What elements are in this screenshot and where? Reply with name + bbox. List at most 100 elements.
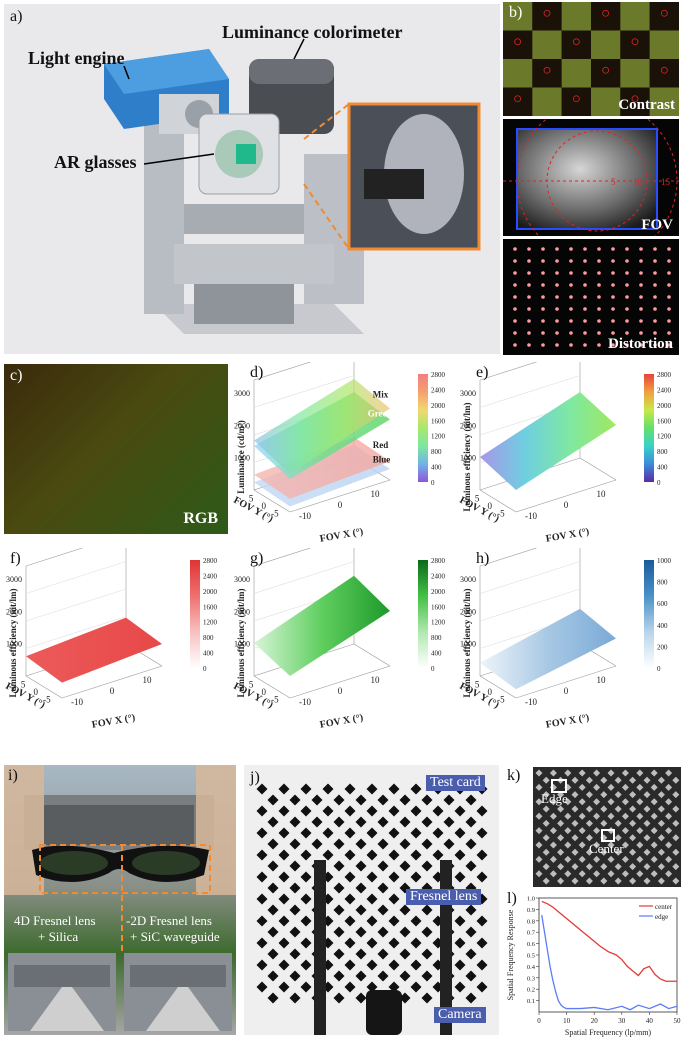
- distortion-dot: [555, 259, 559, 263]
- x-tick-label: 50: [674, 1017, 682, 1025]
- test-card-diamond: [388, 915, 400, 927]
- distortion-dot: [555, 247, 559, 251]
- test-card-diamond: [355, 992, 367, 1004]
- test-card-diamond: [399, 948, 411, 960]
- fov-label: FOV: [641, 217, 673, 233]
- test-card-diamond: [443, 838, 455, 850]
- left-lens-caption-2: + Silica: [38, 929, 79, 944]
- test-card-diamond: [344, 937, 356, 949]
- ar-glasses-label: AR glasses: [54, 152, 137, 172]
- test-card-diamond: [366, 827, 378, 839]
- checker-diamond: [564, 870, 572, 878]
- distortion-dot: [527, 247, 531, 251]
- distortion-dot: [653, 259, 657, 263]
- y-tick-label: -5: [497, 509, 505, 519]
- checker-diamond: [657, 863, 665, 871]
- test-card-diamond: [300, 893, 312, 905]
- checker-diamond: [593, 798, 601, 806]
- test-card-diamond: [399, 794, 411, 806]
- test-card-diamond: [476, 937, 488, 949]
- checker-diamond: [578, 783, 586, 791]
- checker-diamond: [607, 769, 615, 777]
- test-card-label: Test card: [426, 775, 485, 791]
- contrast-cell: [649, 30, 679, 59]
- colorbar-tick-label: 2000: [431, 402, 446, 410]
- test-card-diamond: [300, 849, 312, 861]
- test-card-diamond: [377, 860, 389, 872]
- distortion-dot: [527, 319, 531, 323]
- test-card-diamond: [311, 816, 323, 828]
- efficiency-surface: [480, 608, 616, 690]
- distortion-dot: [667, 331, 671, 335]
- checker-diamond: [542, 848, 550, 856]
- colorbar: [418, 560, 428, 668]
- x-axis-label: FOV X (°): [545, 526, 590, 544]
- distortion-dot: [513, 331, 517, 335]
- distortion-dot: [653, 247, 657, 251]
- contrast-marker: [514, 95, 522, 103]
- distortion-dot: [527, 283, 531, 287]
- test-card-diamond: [465, 970, 477, 982]
- test-card-diamond: [476, 915, 488, 927]
- test-card-diamond: [355, 970, 367, 982]
- distortion-dot: [513, 247, 517, 251]
- checker-diamond: [650, 769, 658, 777]
- test-card-diamond: [421, 794, 433, 806]
- test-card-diamond: [333, 992, 345, 1004]
- distortion-dot: [513, 343, 517, 347]
- checker-diamond: [636, 783, 644, 791]
- distortion-dot: [541, 295, 545, 299]
- checker-diamond: [564, 812, 572, 820]
- test-card-diamond: [465, 838, 477, 850]
- series-line-center: [541, 900, 677, 982]
- checker-diamond: [621, 783, 629, 791]
- contrast-checkerboard: [503, 2, 679, 116]
- axis-box-edge: [479, 533, 581, 567]
- checker-diamond: [535, 769, 543, 777]
- test-card-diamond: [256, 827, 268, 839]
- distortion-dot: [541, 331, 545, 335]
- checker-diamond: [614, 848, 622, 856]
- test-card-diamond: [410, 959, 422, 971]
- distortion-dot: [625, 283, 629, 287]
- colorbar-tick-label: 0: [657, 479, 661, 487]
- checker-diamond: [665, 812, 673, 820]
- test-card-diamond: [355, 948, 367, 960]
- distortion-dot: [513, 319, 517, 323]
- fov-tick-15: 15: [661, 177, 671, 187]
- distortion-dot: [541, 259, 545, 263]
- legend-edge-label: edge: [655, 913, 668, 921]
- checker-diamond: [650, 812, 658, 820]
- test-card-diamond: [476, 805, 488, 817]
- test-card-diamond: [421, 992, 433, 1004]
- test-card-diamond: [300, 805, 312, 817]
- distortion-dot: [611, 307, 615, 311]
- grid-line: [25, 561, 127, 594]
- y-tick-label: 0.5: [527, 953, 535, 960]
- checker-diamond: [600, 805, 608, 813]
- test-card-diamond: [278, 893, 290, 905]
- test-card-diamond: [388, 893, 400, 905]
- test-card-diamond: [322, 783, 334, 795]
- test-card-diamond: [333, 816, 345, 828]
- distortion-dot: [583, 331, 587, 335]
- layer-label-red: Red: [373, 440, 389, 450]
- z-tick-label: 2000: [460, 421, 476, 430]
- axis-box-edge: [253, 347, 355, 381]
- colorbar-tick-label: 800: [203, 634, 214, 642]
- test-card-diamond: [388, 805, 400, 817]
- test-card-diamond: [454, 959, 466, 971]
- test-card-diamond: [454, 849, 466, 861]
- test-card-diamond: [256, 805, 268, 817]
- checker-diamond: [535, 798, 543, 806]
- colorbar-tick-label: 400: [657, 464, 668, 472]
- checker-diamond: [672, 834, 680, 842]
- checker-diamond: [535, 841, 543, 849]
- checker-diamond: [549, 769, 557, 777]
- test-card-diamond: [333, 970, 345, 982]
- distortion-dot: [513, 283, 517, 287]
- y-tick-label: -5: [497, 695, 505, 705]
- checker-diamond: [585, 848, 593, 856]
- contrast-cell: [620, 2, 650, 31]
- panel-g: g) 1000 2000 3000 -10 0 10 5 0 -5 FOV X (°) FOV Y …: [232, 533, 458, 731]
